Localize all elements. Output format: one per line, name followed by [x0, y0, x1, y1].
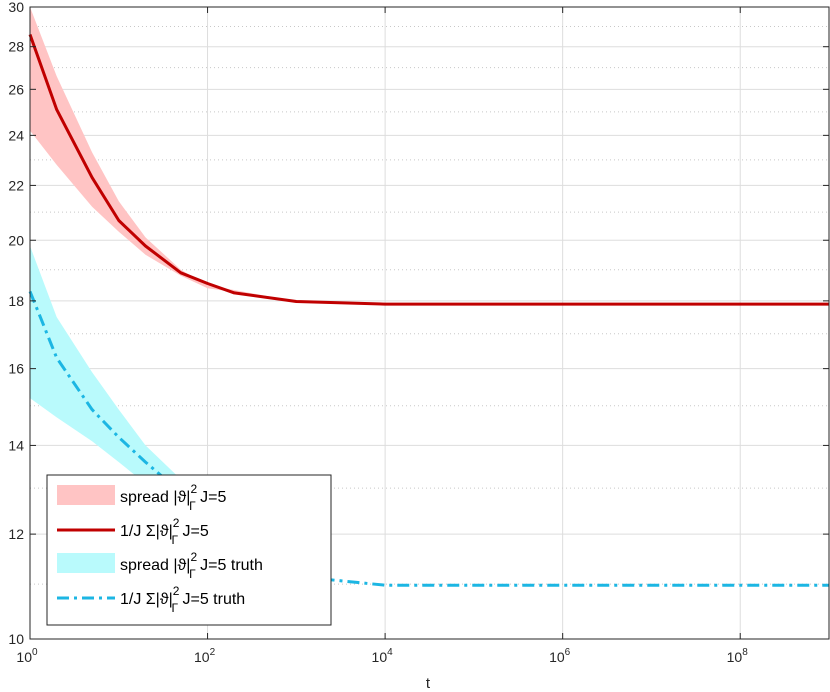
- y-tick-label: 14: [8, 437, 24, 453]
- x-tick-label: 100: [16, 647, 38, 665]
- y-tick-label: 26: [8, 81, 24, 97]
- y-tick-label: 16: [8, 361, 24, 377]
- x-tick-label: 106: [549, 647, 571, 665]
- axes: [29, 6, 830, 640]
- y-tick-label: 18: [8, 293, 24, 309]
- y-tick-label: 12: [8, 526, 24, 542]
- y-tick-label: 28: [8, 39, 24, 55]
- y-tick-label: 30: [8, 0, 24, 15]
- spread-band: [30, 7, 829, 305]
- mean-line: [28, 33, 829, 306]
- x-tick-label: 108: [727, 647, 749, 665]
- spread-band: [30, 246, 208, 511]
- axes-box: [29, 6, 830, 640]
- y-tick-label: 22: [8, 177, 24, 193]
- x-tick-label: 102: [194, 647, 216, 665]
- legend-swatch: [57, 553, 115, 573]
- legend-swatch: [57, 485, 115, 505]
- grid: [30, 7, 829, 639]
- x-axis-label: t: [426, 675, 431, 692]
- x-tick-label: 104: [372, 647, 394, 665]
- y-tick-label: 24: [8, 127, 24, 143]
- y-tick-label: 20: [8, 232, 24, 248]
- y-tick-label: 10: [8, 631, 24, 647]
